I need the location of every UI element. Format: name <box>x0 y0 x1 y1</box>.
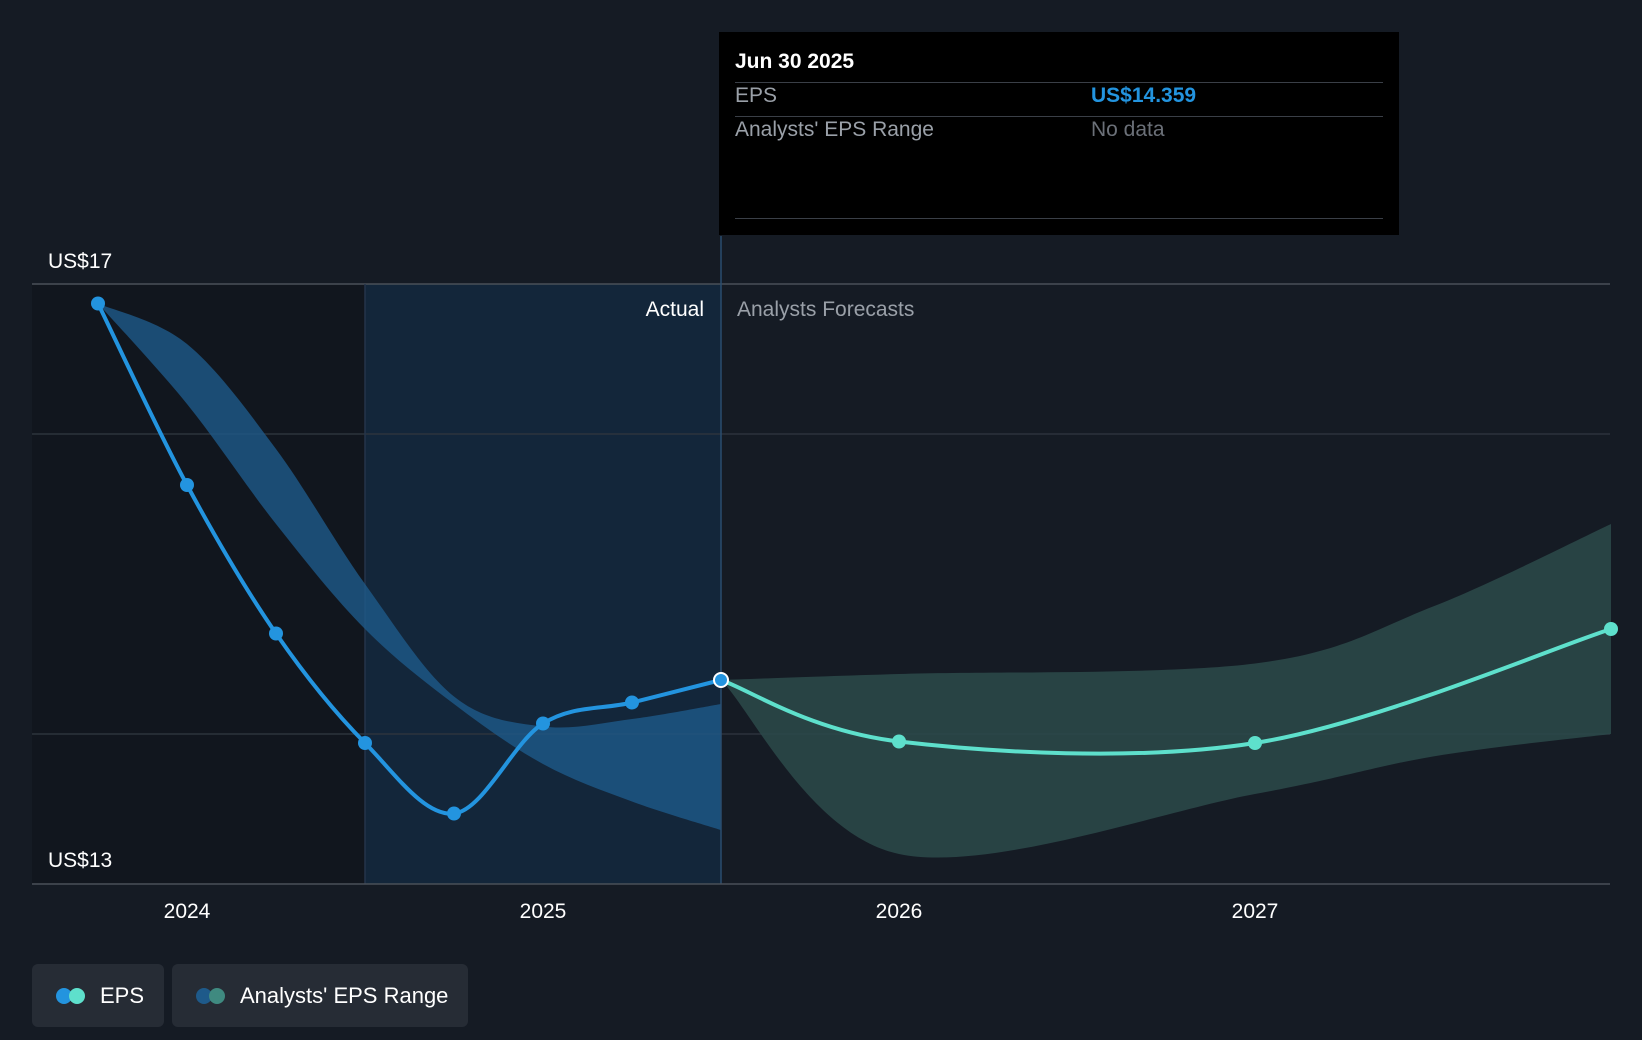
tooltip-divider <box>735 82 1383 83</box>
eps-forecast-point <box>892 734 906 749</box>
eps-actual-point <box>91 296 105 311</box>
legend-eps-label: EPS <box>100 982 145 1008</box>
actual-section-label: Actual <box>646 298 704 321</box>
eps-actual-point <box>180 478 194 492</box>
eps-actual-point <box>536 716 550 731</box>
eps-legend-icon <box>56 987 86 1004</box>
tooltip-divider <box>735 116 1383 117</box>
x-tick-label: 2025 <box>520 900 567 923</box>
forecast-section-label: Analysts Forecasts <box>737 298 914 321</box>
tooltip-eps-label: EPS <box>735 84 778 107</box>
range-legend-icon <box>196 987 226 1004</box>
eps-actual-point <box>269 626 283 641</box>
legend-range-button[interactable]: Analysts' EPS Range <box>172 964 468 1027</box>
eps-range-past-area <box>98 303 721 830</box>
legend-eps-button[interactable]: EPS <box>32 964 164 1027</box>
eps-actual-point <box>358 736 372 750</box>
legend-range-label: Analysts' EPS Range <box>240 982 449 1008</box>
x-tick-label: 2027 <box>1232 900 1279 923</box>
tooltip-eps-value: US$14.359 <box>1091 84 1197 107</box>
eps-forecast-point <box>1604 622 1618 636</box>
tooltip-range-label: Analysts' EPS Range <box>735 118 934 141</box>
eps-forecast-point <box>1248 736 1262 750</box>
x-tick-labels: 2024 2025 2026 2027 <box>164 900 1279 923</box>
x-tick-label: 2026 <box>876 900 923 923</box>
eps-points <box>91 296 1618 821</box>
tooltip: Jun 30 2025 EPS US$14.359 Analysts' EPS … <box>719 32 1399 235</box>
y-tick-label-top: US$17 <box>48 250 112 273</box>
eps-actual-point <box>447 806 461 821</box>
eps-forecast-line <box>720 627 1612 756</box>
y-tick-label-bottom: US$13 <box>48 849 112 872</box>
eps-range-forecast-area <box>721 524 1611 858</box>
tooltip-divider <box>735 218 1383 219</box>
eps-highlight-point <box>713 672 729 688</box>
tooltip-date: Jun 30 2025 <box>735 50 855 73</box>
tooltip-range-value: No data <box>1091 118 1165 141</box>
eps-actual-point <box>625 695 639 710</box>
x-tick-label: 2024 <box>164 900 211 923</box>
